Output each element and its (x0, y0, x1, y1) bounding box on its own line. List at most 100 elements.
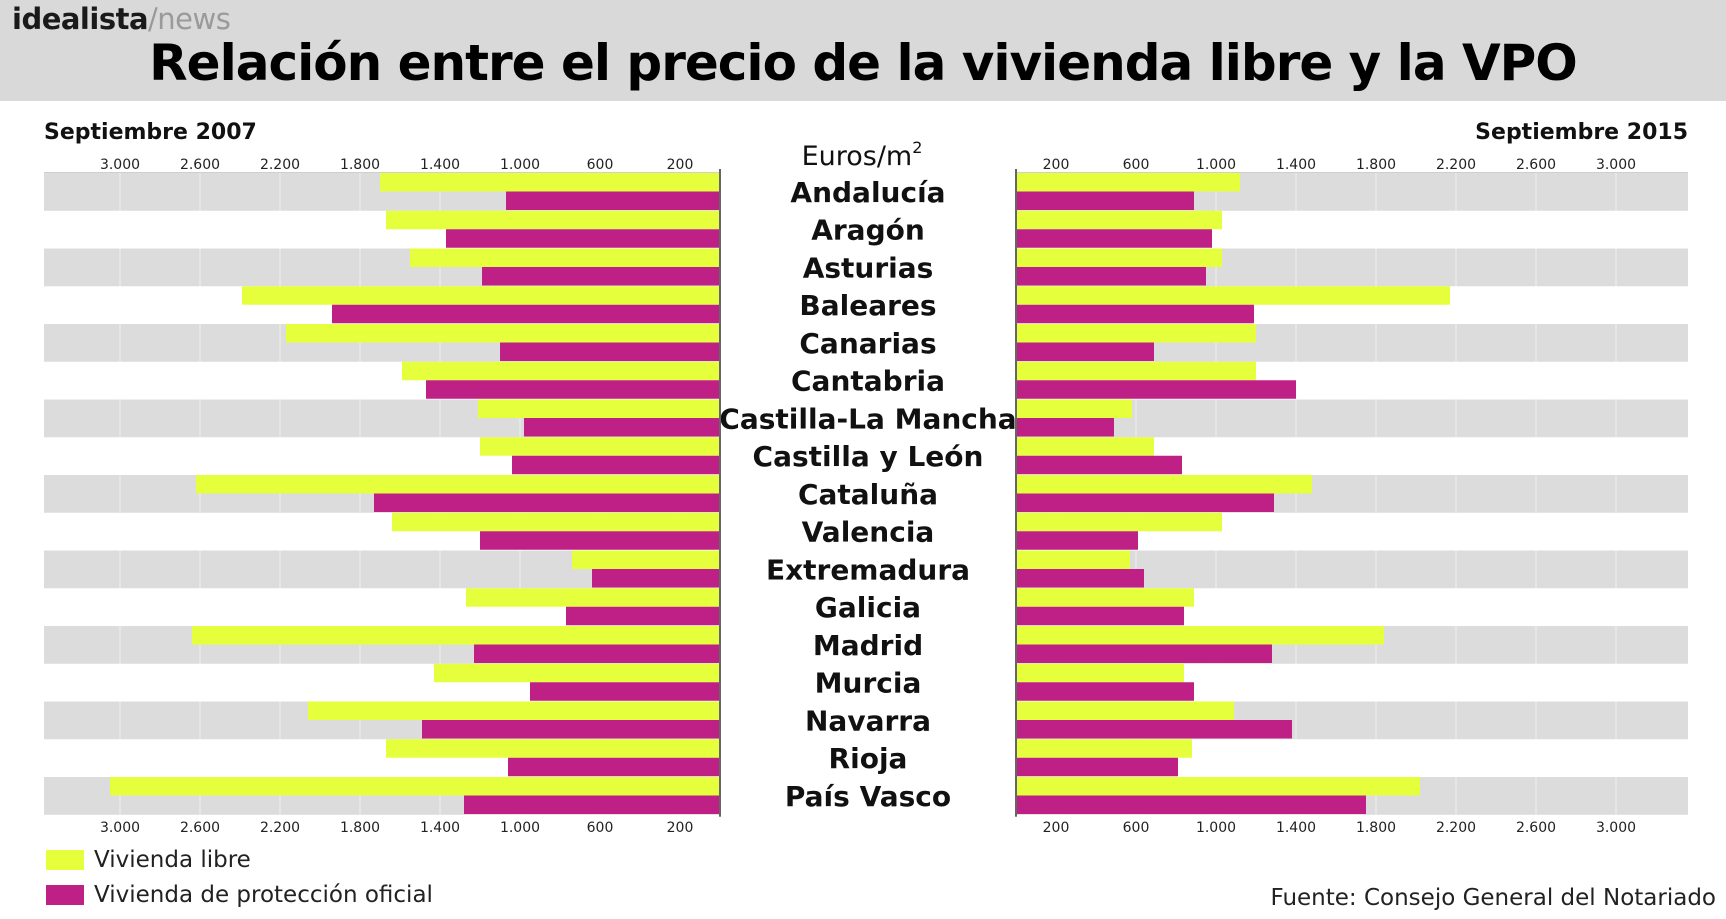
category-label: Cataluña (798, 478, 938, 511)
bar-vpo-2007 (374, 493, 720, 512)
bar-libre-2015 (1016, 550, 1130, 569)
bar-libre-2007 (410, 248, 720, 267)
bar-vpo-2015 (1016, 380, 1296, 399)
tick-label-bottom-left: 2.600 (180, 820, 220, 836)
bar-vpo-2015 (1016, 606, 1184, 626)
bar-libre-2015 (1016, 361, 1256, 381)
bar-libre-2015 (1016, 663, 1184, 683)
legend-swatch-libre (46, 850, 84, 870)
bar-vpo-2015 (1016, 455, 1182, 475)
bar-libre-2007 (242, 286, 720, 305)
bar-vpo-2015 (1016, 531, 1138, 550)
tick-label-top-right: 2.600 (1516, 157, 1556, 173)
category-label: Castilla y León (753, 440, 984, 473)
bar-libre-2007 (380, 173, 720, 192)
category-label: Andalucía (790, 176, 945, 209)
category-label: Asturias (803, 251, 934, 284)
tick-label-bottom-left: 200 (667, 820, 694, 836)
bar-libre-2015 (1016, 626, 1384, 645)
category-label: Madrid (813, 629, 923, 662)
bar-vpo-2015 (1016, 493, 1274, 512)
bar-libre-2015 (1016, 399, 1132, 418)
category-label: Castilla-La Mancha (719, 402, 1016, 435)
category-label: Cantabria (791, 365, 945, 398)
bar-vpo-2007 (332, 304, 720, 324)
bar-vpo-2015 (1016, 795, 1366, 814)
tick-label-bottom-right: 2.200 (1436, 820, 1476, 836)
tick-label-top-right: 2.200 (1436, 157, 1476, 173)
tick-label-bottom-right: 200 (1043, 820, 1070, 836)
bar-vpo-2007 (592, 569, 720, 588)
bar-vpo-2015 (1016, 191, 1194, 210)
bar-vpo-2015 (1016, 644, 1272, 663)
tick-label-bottom-right: 2.600 (1516, 820, 1556, 836)
tick-label-bottom-right: 3.000 (1596, 820, 1636, 836)
tick-label-top-left: 1.000 (500, 157, 540, 173)
bar-libre-2015 (1016, 777, 1420, 796)
category-label: Murcia (815, 667, 922, 700)
chart-title: Relación entre el precio de la vivienda … (149, 34, 1578, 92)
bar-vpo-2015 (1016, 682, 1194, 701)
bar-vpo-2007 (524, 418, 720, 437)
bar-vpo-2007 (464, 795, 720, 814)
tick-label-top-left: 600 (587, 157, 614, 173)
tick-label-bottom-right: 1.800 (1356, 820, 1396, 836)
bar-libre-2007 (434, 663, 720, 683)
tick-label-top-left: 1.400 (420, 157, 460, 173)
tick-label-bottom-right: 1.000 (1196, 820, 1236, 836)
bar-libre-2007 (286, 324, 720, 343)
category-label: Rioja (829, 742, 908, 775)
bar-libre-2015 (1016, 173, 1240, 192)
unit-label: Euros/m2 (802, 138, 923, 172)
bar-vpo-2007 (566, 606, 720, 626)
source-note: Fuente: Consejo General del Notariado (1270, 885, 1716, 911)
category-label: Valencia (802, 516, 935, 549)
bar-vpo-2007 (512, 455, 720, 475)
tick-label-top-left: 2.200 (260, 157, 300, 173)
bar-libre-2007 (308, 701, 720, 720)
legend-label-vpo: Vivienda de protección oficial (94, 882, 433, 908)
bar-libre-2015 (1016, 701, 1234, 720)
left-panel-title: Septiembre 2007 (44, 120, 257, 145)
right-panel-title: Septiembre 2015 (1475, 120, 1688, 145)
tick-label-top-right: 1.800 (1356, 157, 1396, 173)
tick-label-top-right: 200 (1043, 157, 1070, 173)
bar-vpo-2015 (1016, 418, 1114, 437)
category-label: Extremadura (766, 553, 970, 586)
bar-libre-2007 (392, 512, 720, 532)
bar-vpo-2007 (482, 267, 720, 286)
bar-vpo-2007 (530, 682, 720, 701)
bar-libre-2007 (572, 550, 720, 569)
bar-vpo-2007 (506, 191, 720, 210)
bar-libre-2015 (1016, 210, 1222, 230)
tick-label-top-left: 1.800 (340, 157, 380, 173)
bar-vpo-2015 (1016, 342, 1154, 361)
tick-label-top-left: 200 (667, 157, 694, 173)
category-label: País Vasco (785, 780, 951, 813)
bar-libre-2015 (1016, 437, 1154, 456)
tick-label-top-left: 3.000 (100, 157, 140, 173)
tick-label-top-left: 2.600 (180, 157, 220, 173)
category-label: Galicia (815, 591, 921, 624)
bar-vpo-2007 (500, 342, 720, 361)
bar-libre-2007 (110, 777, 720, 796)
bar-libre-2007 (478, 399, 720, 418)
bar-vpo-2007 (508, 757, 720, 777)
bar-libre-2015 (1016, 512, 1222, 532)
tick-label-bottom-right: 1.400 (1276, 820, 1316, 836)
category-label: Aragón (811, 214, 925, 247)
brand-logo: idealista/news (12, 2, 231, 36)
tick-label-top-right: 1.400 (1276, 157, 1316, 173)
tick-label-bottom-left: 1.400 (420, 820, 460, 836)
bar-libre-2007 (480, 437, 720, 456)
bar-libre-2015 (1016, 324, 1256, 343)
legend-swatch-vpo (46, 885, 84, 905)
bar-vpo-2015 (1016, 304, 1254, 324)
tick-label-top-right: 3.000 (1596, 157, 1636, 173)
bar-vpo-2015 (1016, 229, 1212, 248)
bar-libre-2015 (1016, 475, 1312, 494)
tick-label-top-right: 600 (1123, 157, 1150, 173)
tick-label-bottom-left: 3.000 (100, 820, 140, 836)
bar-libre-2015 (1016, 286, 1450, 305)
category-label: Canarias (799, 327, 936, 360)
